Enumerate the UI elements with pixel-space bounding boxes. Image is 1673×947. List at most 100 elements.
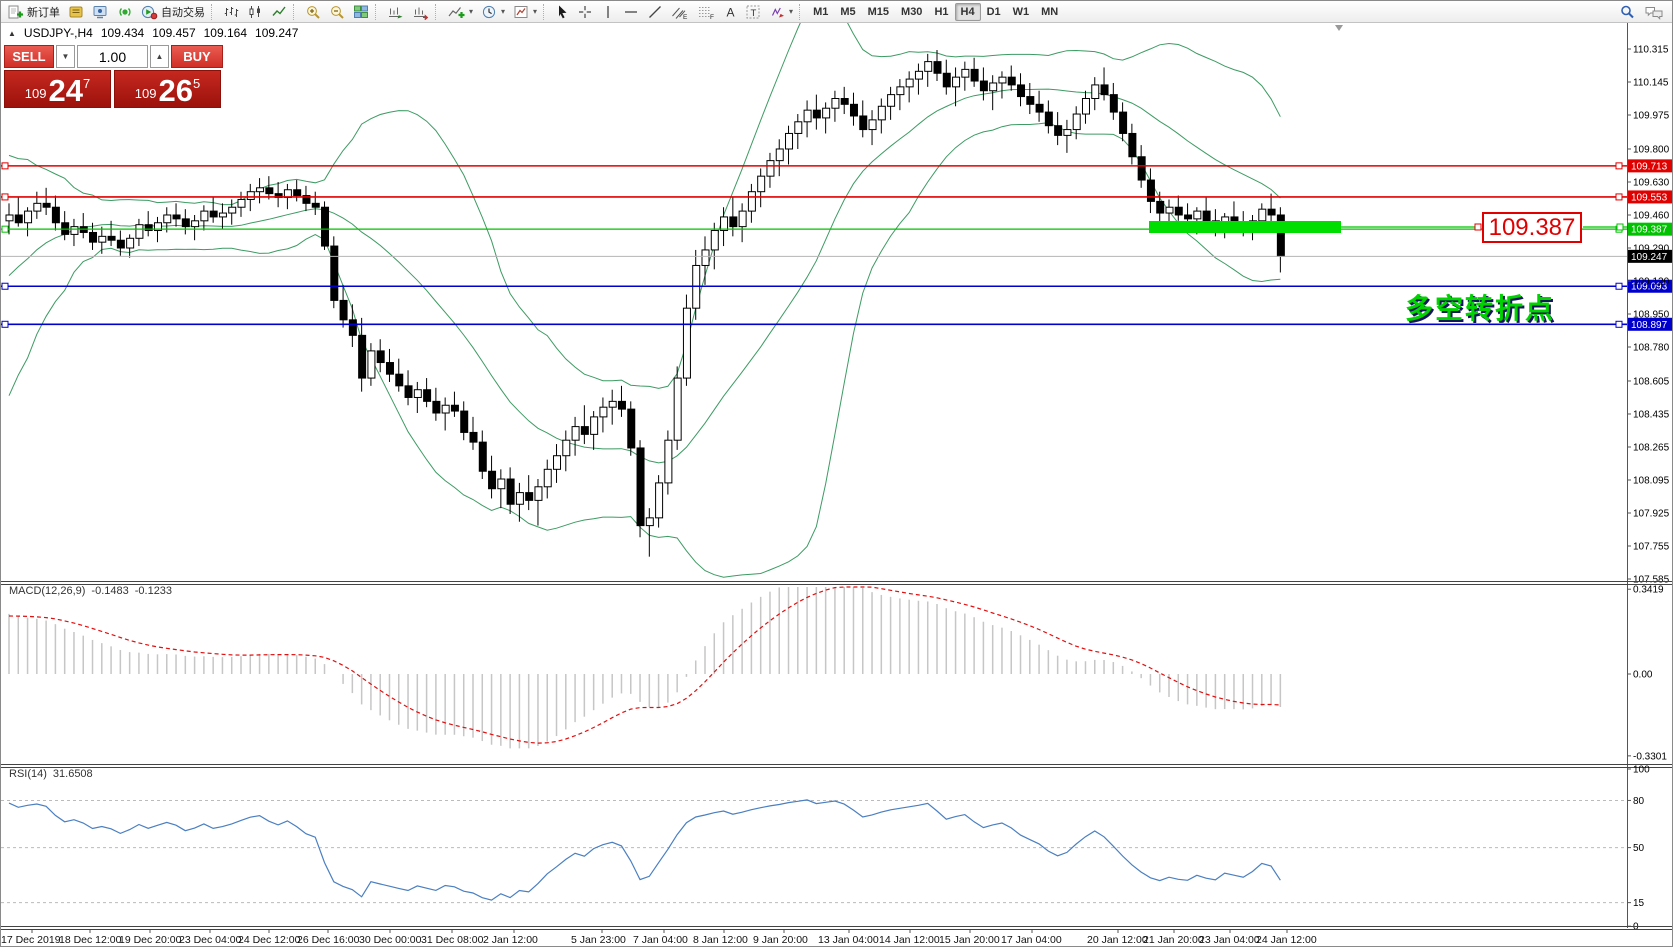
timeframe-m15-button[interactable]: M15 <box>867 5 890 18</box>
candle <box>998 76 1007 84</box>
timeframe-h4-button[interactable]: H4 <box>954 2 981 21</box>
timeframe-m30-button[interactable]: M30 <box>901 5 923 18</box>
dropdown-arrow-icon[interactable]: ▾ <box>469 7 474 16</box>
line-handle[interactable] <box>1 225 9 233</box>
candle <box>191 220 200 228</box>
bid-price-box[interactable]: 109 24 7 <box>4 70 111 108</box>
text-button[interactable]: A <box>719 2 741 22</box>
turning-point-label[interactable]: 多空转折点 <box>1405 293 1556 324</box>
line-handle[interactable] <box>1615 193 1623 201</box>
price-annotation-box[interactable]: 109.387 <box>1482 212 1582 243</box>
sell-button[interactable]: SELL <box>4 45 54 68</box>
dropdown-arrow-icon[interactable]: ▾ <box>789 7 794 16</box>
green-highlight-bar[interactable] <box>1149 221 1341 233</box>
svg-text:109.387: 109.387 <box>1631 225 1668 236</box>
buy-button[interactable]: BUY <box>171 45 223 68</box>
timeframe-mn-button[interactable]: MN <box>1041 5 1059 18</box>
new-order-button-label: 新订单 <box>27 6 60 19</box>
annotation-handle[interactable] <box>1474 223 1482 231</box>
line-handle[interactable] <box>1615 282 1623 290</box>
candle <box>1137 156 1146 181</box>
price-axis-label: 108.950 <box>1633 310 1670 321</box>
candle <box>376 350 385 364</box>
zoom-out-button[interactable] <box>325 2 349 22</box>
tile-windows-button[interactable] <box>349 2 373 22</box>
annotation-handle[interactable] <box>1616 223 1624 231</box>
bar-chart-icon <box>223 4 239 20</box>
price-axis[interactable]: 110.315 110.145 109.975 109.800 109.630 109.4… <box>1627 23 1670 928</box>
periods-button[interactable]: ▾ <box>477 2 509 22</box>
signals-button[interactable] <box>113 2 137 22</box>
templates-button[interactable]: ▾ <box>509 2 541 22</box>
experts-button[interactable] <box>88 2 113 22</box>
candle <box>265 187 274 195</box>
candle <box>423 389 432 402</box>
chart-title[interactable]: ▲ USDJPY-,H4 109.434 109.457 109.164 109… <box>8 26 298 40</box>
vertical-line-button[interactable] <box>597 2 619 22</box>
candle <box>664 439 673 484</box>
timeframe-m5-button[interactable]: M5 <box>840 5 856 18</box>
candle <box>1258 208 1267 222</box>
line-handle[interactable] <box>1 193 9 201</box>
chart-window-button[interactable] <box>64 2 88 22</box>
dropdown-arrow-icon[interactable]: ▾ <box>533 7 538 16</box>
candle <box>14 214 23 224</box>
horizontal-line-button[interactable] <box>619 2 643 22</box>
chat-button[interactable] <box>1640 2 1668 22</box>
line-chart-button[interactable] <box>267 2 291 22</box>
line-handle[interactable] <box>1 162 9 170</box>
candle <box>321 206 330 247</box>
timeframe-w1-button[interactable]: W1 <box>1012 5 1030 18</box>
equidistant-channel-button[interactable]: E <box>667 2 693 22</box>
candle <box>1146 179 1155 202</box>
ask-price-box[interactable]: 109 26 5 <box>114 70 221 108</box>
fibonacci-button[interactable]: F <box>693 2 719 22</box>
line-handle[interactable] <box>1615 162 1623 170</box>
dropdown-arrow-icon[interactable]: ▾ <box>501 7 506 16</box>
timeframe-m1-button[interactable]: M1 <box>813 5 829 18</box>
experts-icon <box>92 4 109 20</box>
arrows-button[interactable]: ▾ <box>765 2 797 22</box>
bar-chart-button[interactable] <box>219 2 243 22</box>
collapse-icon[interactable]: ▲ <box>8 28 16 38</box>
candle <box>98 235 107 243</box>
candle <box>42 202 51 208</box>
search-button[interactable] <box>1615 2 1640 22</box>
timeframe-h1-button[interactable]: H1 <box>934 5 949 18</box>
zoom-in-button[interactable] <box>301 2 325 22</box>
candle <box>525 492 534 501</box>
volume-increase-button[interactable]: ▲ <box>150 45 169 68</box>
new-order-button[interactable]: 新订单 <box>3 2 64 22</box>
candle <box>339 299 348 321</box>
line-handle[interactable] <box>1615 320 1623 328</box>
toolbar-separator <box>375 3 380 20</box>
candle <box>775 148 784 162</box>
candle <box>571 426 580 441</box>
line-handle[interactable] <box>1 320 9 328</box>
indicators-button[interactable]: ▾ <box>443 2 477 22</box>
candle <box>1044 111 1053 127</box>
candlestick-chart-icon <box>247 4 263 20</box>
text-label-button[interactable]: T <box>741 2 765 22</box>
cursor-button[interactable] <box>551 2 573 22</box>
time-axis-label: 15 Jan 20:00 <box>939 934 1000 946</box>
crosshair-button[interactable] <box>573 2 597 22</box>
toolbar-separator <box>211 3 216 20</box>
chart-shift-marker[interactable] <box>1335 25 1343 31</box>
chart-shift-button[interactable] <box>408 2 433 22</box>
volume-input[interactable] <box>77 45 148 68</box>
candle <box>785 132 794 150</box>
candle <box>803 109 812 123</box>
candle <box>1267 208 1276 216</box>
candlestick-chart-button[interactable] <box>243 2 267 22</box>
auto-scroll-button[interactable] <box>383 2 408 22</box>
line-handle[interactable] <box>1 282 9 290</box>
auto-trading-button[interactable]: 自动交易 <box>137 2 209 22</box>
trendline-button[interactable] <box>643 2 667 22</box>
timeframe-d1-button[interactable]: D1 <box>986 5 1001 18</box>
candle <box>348 319 357 336</box>
macd-value-signal: -0.1233 <box>134 585 173 597</box>
volume-decrease-button[interactable]: ▼ <box>56 45 75 68</box>
